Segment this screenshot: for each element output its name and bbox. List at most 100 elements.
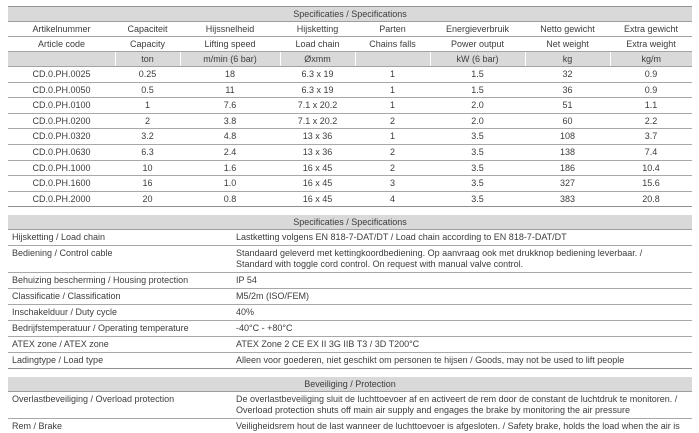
value-cell: 51 xyxy=(525,97,610,114)
value-cell: 186 xyxy=(525,160,610,177)
value-cell: 2 xyxy=(355,113,430,130)
column-header-en: Extra weight xyxy=(610,36,693,52)
value-cell: 1.1 xyxy=(610,97,693,114)
row-label: Ladingtype / Load type xyxy=(8,352,232,370)
value-cell: 7.4 xyxy=(610,144,693,161)
column-header-nl: Hijsketting xyxy=(280,21,355,37)
protection-title-row: Beveiliging / Protection xyxy=(8,377,692,393)
column-header-nl: Capaciteit xyxy=(115,21,180,37)
value-cell: 16 x 45 xyxy=(280,175,355,192)
column-header-nl: Artikelnummer xyxy=(8,21,115,37)
row-value: Lastketting volgens EN 818-7-DAT/DT / Lo… xyxy=(232,229,692,247)
value-cell: 3.7 xyxy=(610,128,693,145)
row-label: Behuizing bescherming / Housing protecti… xyxy=(8,272,232,290)
article-code-cell: CD.0.PH.0630 xyxy=(8,144,115,161)
value-cell: 36 xyxy=(525,82,610,99)
value-cell: 0.9 xyxy=(610,82,693,99)
value-cell: 1.5 xyxy=(430,66,525,83)
row-value: IP 54 xyxy=(232,272,692,290)
protection-table: Beveiliging / Protection Overlastbeveili… xyxy=(8,377,692,433)
article-code-cell: CD.0.PH.1000 xyxy=(8,160,115,177)
table-row: CD.0.PH.1600 16 1.0 16 x 45 3 3.5 327 15.6 xyxy=(8,175,693,192)
spec-header-row-nl: Artikelnummer Capaciteit Hijssnelheid Hijsk… xyxy=(8,21,693,37)
table-row: CD.0.PH.0320 3.2 4.8 13 x 36 1 3.5 108 3.7 xyxy=(8,128,693,145)
column-header-nl: Netto gewicht xyxy=(525,21,610,37)
spec-units-row: ton m/min (6 bar) Øxmm kW (6 bar) kg kg/m xyxy=(8,51,693,67)
value-cell: 4.8 xyxy=(180,128,280,145)
value-cell: 0.5 xyxy=(115,82,180,99)
details-title-row: Specificaties / Specifications xyxy=(8,215,692,231)
spec-title-row: Specificaties / Specifications xyxy=(8,6,693,22)
value-cell: 0.8 xyxy=(180,191,280,208)
column-header-en: Chains falls xyxy=(355,36,430,52)
value-cell: 2 xyxy=(355,144,430,161)
row-label: Bedrijfstemperatuur / Operating temperat… xyxy=(8,320,232,338)
value-cell: 3.5 xyxy=(430,144,525,161)
table-row: Behuizing bescherming / Housing protecti… xyxy=(8,272,692,290)
value-cell: 2.0 xyxy=(430,113,525,130)
column-header-en: Lifting speed xyxy=(180,36,280,52)
value-cell: 6.3 xyxy=(115,144,180,161)
table-row: Ladingtype / Load type Alleen voor goeder… xyxy=(8,352,692,370)
spec-table-title: Specificaties / Specifications xyxy=(8,6,693,22)
value-cell: 7.1 x 20.2 xyxy=(280,113,355,130)
value-cell: 6.3 x 19 xyxy=(280,66,355,83)
value-cell: 10.4 xyxy=(610,160,693,177)
value-cell: 3.2 xyxy=(115,128,180,145)
value-cell: 108 xyxy=(525,128,610,145)
value-cell: 2.4 xyxy=(180,144,280,161)
column-unit xyxy=(8,51,115,67)
column-header-nl: Energieverbruik xyxy=(430,21,525,37)
column-unit: kg/m xyxy=(609,51,693,67)
row-value: 40% xyxy=(232,304,692,322)
value-cell: 20.8 xyxy=(610,191,693,208)
value-cell: 4 xyxy=(355,191,430,208)
details-table: Specificaties / Specifications Hijsketti… xyxy=(8,215,692,370)
value-cell: 1 xyxy=(355,97,430,114)
value-cell: 6.3 x 19 xyxy=(280,82,355,99)
value-cell: 138 xyxy=(525,144,610,161)
row-label: ATEX zone / ATEX zone xyxy=(8,336,232,354)
value-cell: 383 xyxy=(525,191,610,208)
value-cell: 3.5 xyxy=(430,175,525,192)
value-cell: 1.6 xyxy=(180,160,280,177)
row-value: ATEX Zone 2 CE EX II 3G IIB T3 / 3D T200… xyxy=(232,336,692,354)
value-cell: 0.25 xyxy=(115,66,180,83)
value-cell: 10 xyxy=(115,160,180,177)
protection-table-title: Beveiliging / Protection xyxy=(8,377,692,393)
article-code-cell: CD.0.PH.0025 xyxy=(8,66,115,83)
column-unit: kg xyxy=(524,51,610,67)
value-cell: 3.5 xyxy=(430,128,525,145)
table-row: CD.0.PH.0100 1 7.6 7.1 x 20.2 1 2.0 51 1.1 xyxy=(8,97,693,114)
row-value: Standaard geleverd met kettingkoordbedie… xyxy=(232,245,692,274)
value-cell: 13 x 36 xyxy=(280,128,355,145)
row-value: Alleen voor goederen, niet geschikt om p… xyxy=(232,352,692,370)
column-header-en: Capacity xyxy=(115,36,180,52)
value-cell: 1 xyxy=(355,128,430,145)
column-header-en: Net weight xyxy=(525,36,610,52)
table-row: CD.0.PH.0200 2 3.8 7.1 x 20.2 2 2.0 60 2.2 xyxy=(8,113,693,130)
value-cell: 18 xyxy=(180,66,280,83)
article-code-cell: CD.0.PH.0100 xyxy=(8,97,115,114)
value-cell: 0.9 xyxy=(610,66,693,83)
table-row: CD.0.PH.0050 0.5 11 6.3 x 19 1 1.5 36 0.9 xyxy=(8,82,693,99)
table-row: ATEX zone / ATEX zone ATEX Zone 2 CE EX I… xyxy=(8,336,692,354)
value-cell: 327 xyxy=(525,175,610,192)
row-label: Classificatie / Classification xyxy=(8,288,232,306)
row-value: -40°C - +80°C xyxy=(232,320,692,338)
details-table-title: Specificaties / Specifications xyxy=(8,215,692,231)
value-cell: 16 x 45 xyxy=(280,160,355,177)
article-code-cell: CD.0.PH.2000 xyxy=(8,191,115,208)
table-row: CD.0.PH.1000 10 1.6 16 x 45 2 3.5 186 10.4 xyxy=(8,160,693,177)
value-cell: 2.0 xyxy=(430,97,525,114)
column-header-nl: Extra gewicht xyxy=(610,21,693,37)
column-header-en: Article code xyxy=(8,36,115,52)
table-row: Hijsketting / Load chain Lastketting volg… xyxy=(8,229,692,247)
value-cell: 2 xyxy=(355,160,430,177)
article-code-cell: CD.0.PH.1600 xyxy=(8,175,115,192)
column-unit xyxy=(354,51,430,67)
value-cell: 1 xyxy=(355,66,430,83)
row-value: Veiligheidsrem hout de last wanneer de l… xyxy=(232,418,692,433)
spec-header-row-en: Article code Capacity Lifting speed Load ch… xyxy=(8,36,693,52)
